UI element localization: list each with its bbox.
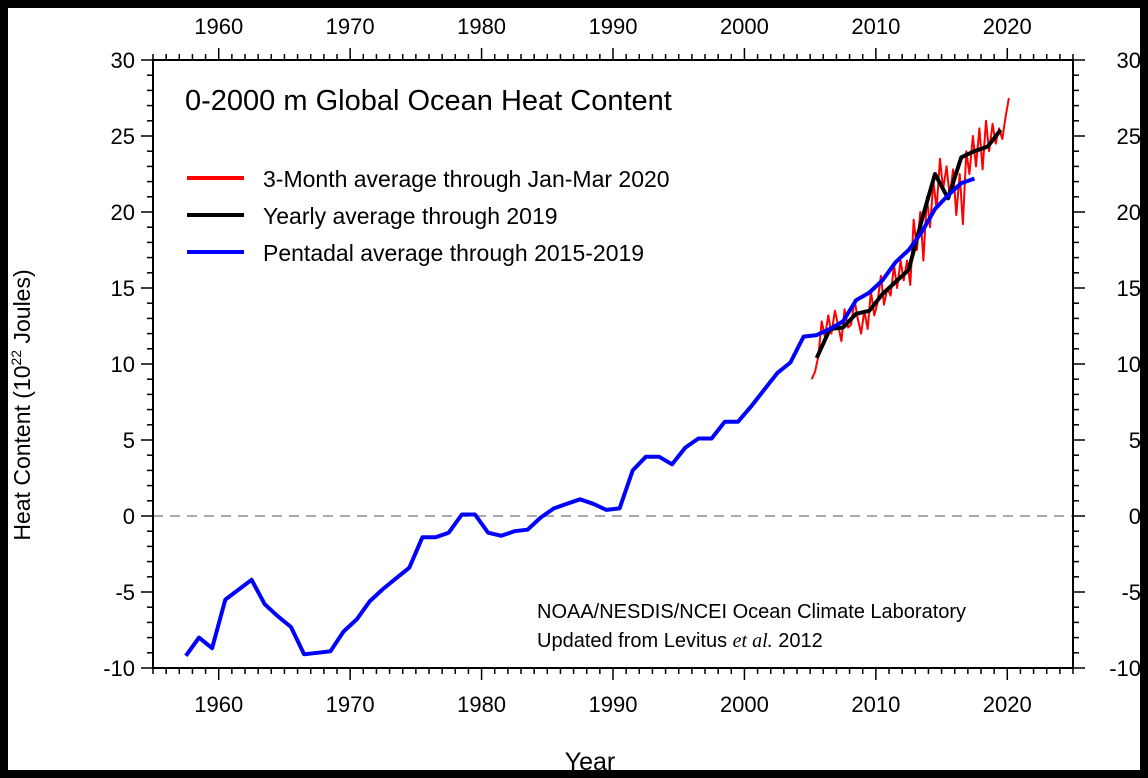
annotation-post: 2012	[773, 630, 823, 652]
legend: 3-Month average through Jan-Mar 2020 Year…	[187, 166, 670, 266]
x-tick-label-bottom: 2020	[983, 692, 1032, 717]
series-layer	[184, 97, 1010, 657]
y-tick-label-left: 30	[111, 48, 135, 73]
y-tick-label-left: 20	[111, 200, 135, 225]
x-tick-label-top: 1960	[194, 14, 243, 39]
x-tick-label-bottom: 2000	[720, 692, 769, 717]
legend-label-1: Yearly average through 2019	[263, 203, 558, 229]
y-tick-label-right: 0	[1129, 504, 1140, 529]
y-tick-label-right: 5	[1129, 428, 1140, 453]
chart-canvas: 1960 1960 1970 1970 1980 1980 1990 1990 2000 2000…	[8, 8, 1140, 770]
y-tick-label-left: -5	[115, 580, 135, 605]
x-tick-label-top: 2000	[720, 14, 769, 39]
x-tick-label-top: 1980	[457, 14, 506, 39]
x-tick-label-top: 2020	[983, 14, 1032, 39]
y-tick-label-right: 15	[1117, 276, 1140, 301]
x-tick-label-bottom: 1990	[589, 692, 638, 717]
annotation-line-2: Updated from Levitus et al. 2012	[537, 630, 823, 652]
y-tick-label-right: 30	[1117, 48, 1140, 73]
x-tick-label-bottom: 1970	[326, 692, 375, 717]
y-tick-label-left: -10	[103, 656, 135, 681]
y-tick-label-right: -5	[1121, 580, 1140, 605]
x-tick-label-bottom: 1960	[194, 692, 243, 717]
y-tick-label-left: 25	[111, 124, 135, 149]
y-tick-label-left: 15	[111, 276, 135, 301]
y-tick-label-left: 5	[123, 428, 135, 453]
y-tick-label-right: 20	[1117, 200, 1140, 225]
y-tick-label-left: 10	[111, 352, 135, 377]
x-tick-label-bottom: 1980	[457, 692, 506, 717]
y-tick-label-right: -10	[1109, 656, 1140, 681]
legend-label-0: 3-Month average through Jan-Mar 2020	[263, 166, 670, 192]
chart-title: 0-2000 m Global Ocean Heat Content	[185, 85, 672, 117]
legend-label-2: Pentadal average through 2015-2019	[263, 240, 644, 266]
series-line-2	[184, 176, 976, 657]
y-tick-label-left: 0	[123, 504, 135, 529]
annotation-line-1: NOAA/NESDIS/NCEI Ocean Climate Laborator…	[537, 601, 966, 623]
ocean-heat-chart: 1960196019701970198019801990199020002000…	[8, 14, 1140, 770]
y-tick-label-right: 10	[1117, 352, 1140, 377]
x-tick-label-top: 2010	[851, 14, 900, 39]
x-tick-label-top: 1970	[326, 14, 375, 39]
annotation-italic: et al.	[733, 630, 773, 652]
series-line-0	[810, 97, 1010, 380]
annotation-pre: Updated from Levitus	[537, 630, 733, 652]
y-label-main: Heat Content (10	[9, 365, 35, 540]
y-label-unit: Joules)	[9, 269, 35, 350]
plot-frame	[152, 59, 1074, 669]
y-axis-label: Heat Content (1022 Joules)	[8, 269, 35, 540]
y-label-exponent: 22	[8, 350, 24, 366]
x-tick-label-top: 1990	[589, 14, 638, 39]
axis-layer: 1960196019701970198019801990199020002000…	[103, 14, 1140, 717]
x-axis-label: Year	[565, 748, 616, 770]
y-tick-label-right: 25	[1117, 124, 1140, 149]
series-line-1	[814, 128, 1003, 359]
x-tick-label-bottom: 2010	[851, 692, 900, 717]
